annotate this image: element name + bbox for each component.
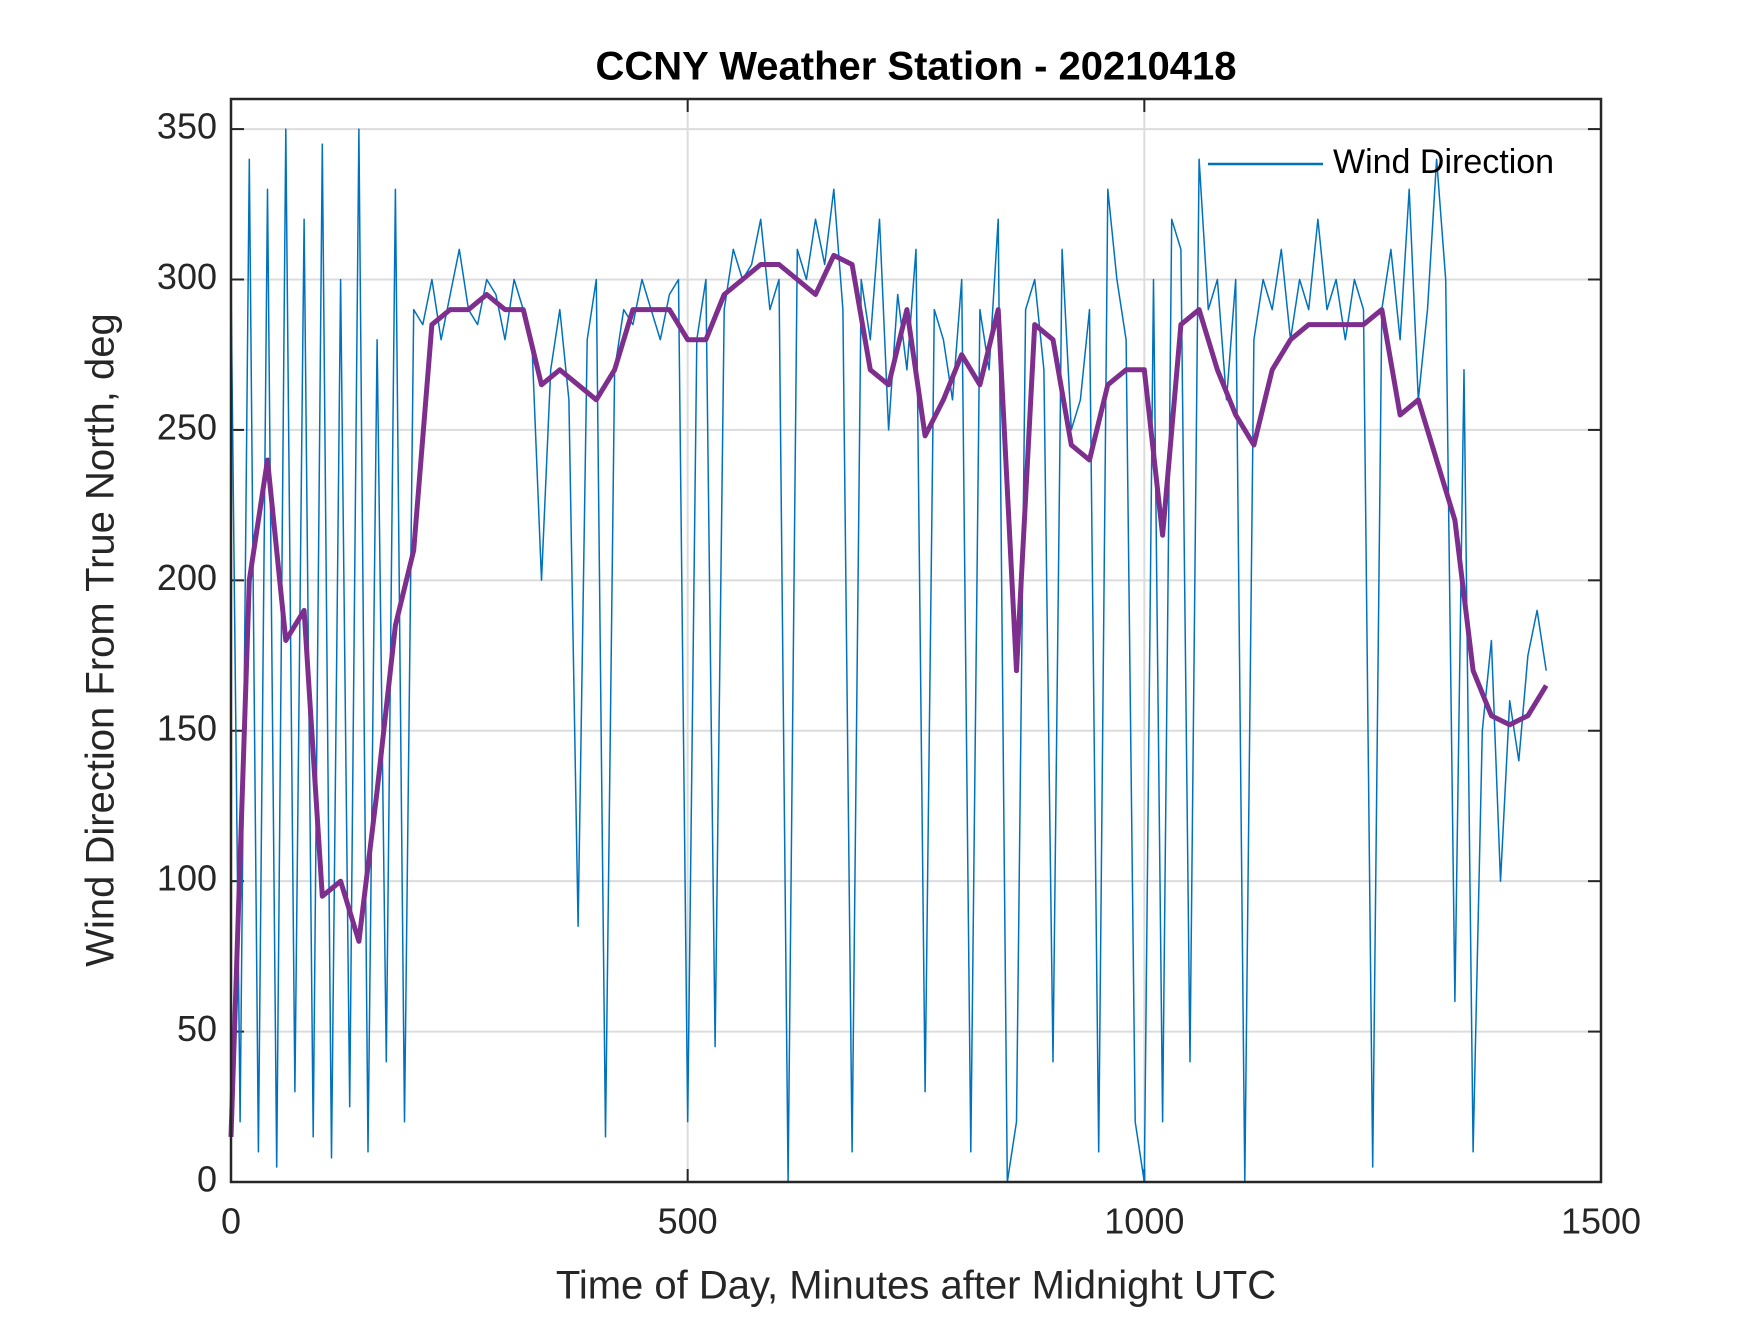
data-line: [228, 252, 1549, 1137]
y-tick-label: 100: [157, 858, 217, 899]
chart-title: CCNY Weather Station - 20210418: [596, 45, 1237, 89]
plot-frame: [229, 97, 1603, 1184]
y-tick-label: 150: [157, 707, 217, 748]
y-axis-label: Wind Direction From True North, deg: [79, 313, 123, 967]
x-tick-label: 0: [221, 1201, 241, 1242]
y-tick-label: 350: [157, 106, 217, 147]
y-tick-label: 0: [197, 1159, 217, 1200]
x-tick-label: 1500: [1561, 1201, 1641, 1242]
y-tick-label: 200: [157, 557, 217, 598]
y-tick-label: 300: [157, 256, 217, 297]
x-axis-label: Time of Day, Minutes after Midnight UTC: [556, 1264, 1276, 1308]
data-line: [230, 128, 1547, 1183]
y-tick-label: 50: [177, 1008, 217, 1049]
x-tick-label: 1000: [1104, 1201, 1184, 1242]
x-tick-label: 500: [658, 1201, 718, 1242]
legend-label: Wind Direction: [1333, 143, 1554, 181]
y-tick-label: 250: [157, 406, 217, 447]
